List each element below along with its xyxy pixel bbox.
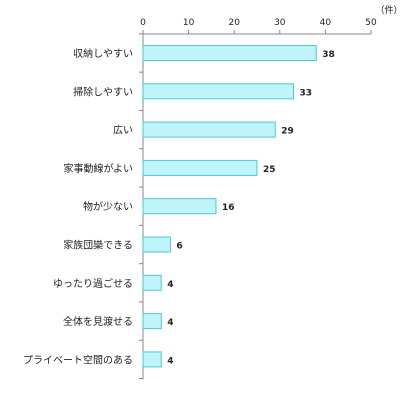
value-label: 25	[263, 165, 276, 175]
value-label: 33	[299, 88, 312, 98]
bar	[142, 274, 162, 291]
x-tick-label: 40	[320, 18, 332, 28]
category-label: 物が少ない	[83, 200, 133, 213]
unit-label: （件）	[375, 4, 402, 16]
category-label: ゆったり過ごせる	[53, 277, 133, 290]
value-label: 16	[222, 203, 235, 213]
category-label: 掃除しやすい	[73, 85, 133, 98]
value-label: 6	[176, 242, 182, 252]
value-label: 29	[281, 127, 294, 137]
bar	[142, 351, 162, 368]
value-label: 4	[167, 356, 173, 366]
value-label: 38	[322, 50, 335, 60]
category-label: 広い	[113, 124, 133, 137]
x-tick-label: 10	[183, 18, 195, 28]
bar	[142, 83, 294, 100]
bar	[142, 121, 276, 138]
bar-layer	[142, 45, 317, 368]
bar	[142, 313, 162, 330]
bar	[142, 198, 217, 215]
category-label: プライベート空間のある	[23, 353, 133, 366]
bar	[142, 45, 317, 61]
category-label: 家事動線がよい	[64, 162, 134, 175]
value-label: 4	[167, 280, 173, 290]
value-label: 4	[167, 318, 173, 328]
label-layer: 収納しやすい 38 掃除しやすい 33 広い 29 家事動線がよい 25 物が少ない 16 家族団欒…	[23, 47, 335, 366]
bar	[142, 159, 258, 176]
x-tick-label: 50	[365, 18, 377, 28]
x-tick-label: 20	[228, 18, 240, 28]
category-label: 収納しやすい	[73, 47, 133, 60]
bar	[142, 236, 171, 253]
category-label: 家族団欒できる	[63, 239, 133, 252]
category-label: 全体を見渡せる	[63, 315, 133, 328]
x-tick-label: 30	[274, 18, 286, 28]
x-tick-label: 0	[140, 18, 146, 28]
